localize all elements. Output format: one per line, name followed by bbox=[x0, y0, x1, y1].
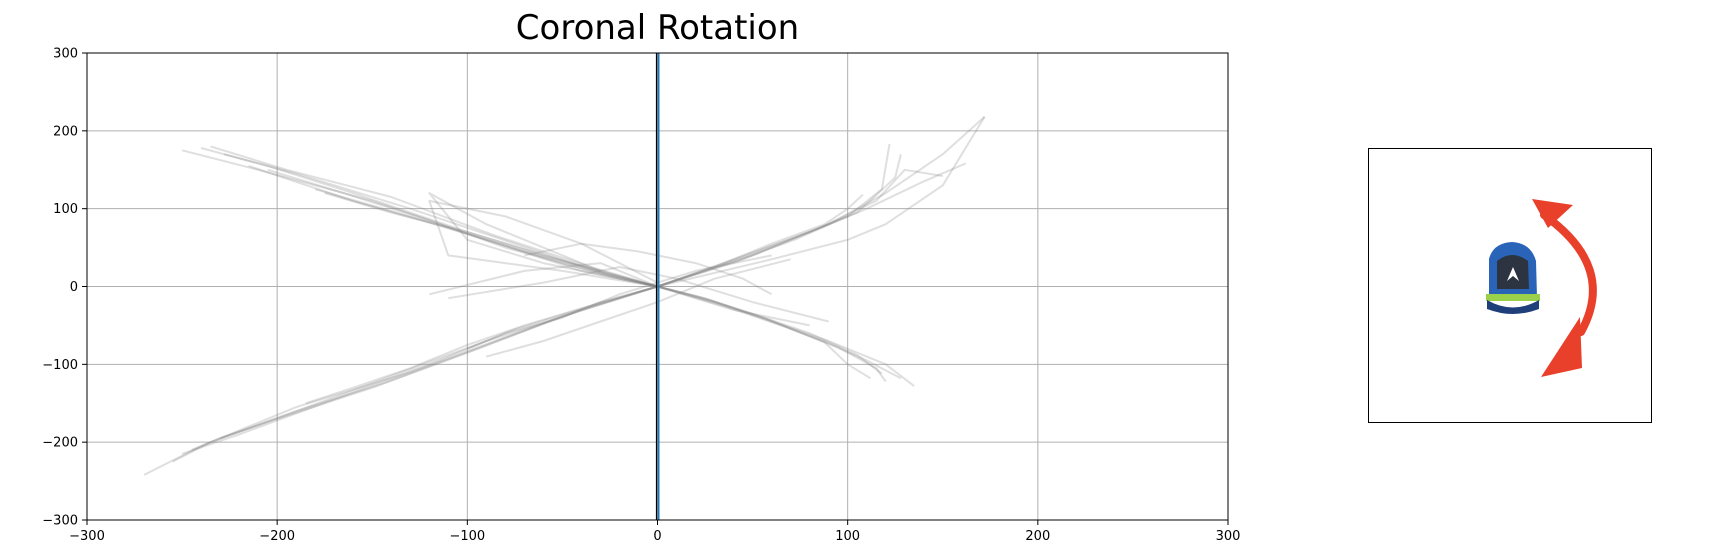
y-tick-label: 0 bbox=[70, 280, 78, 295]
trace-line bbox=[305, 285, 658, 405]
rotation-arrow-head-top bbox=[1532, 199, 1573, 228]
trace-line bbox=[657, 285, 915, 387]
shoe-heel-image bbox=[1486, 242, 1540, 314]
trace-line bbox=[181, 149, 658, 288]
trace-line bbox=[657, 193, 864, 288]
trace-line bbox=[448, 266, 829, 323]
rotation-arrow-icon bbox=[1532, 199, 1597, 377]
x-tick-label: 0 bbox=[653, 529, 661, 544]
trace-line bbox=[466, 254, 772, 350]
trace-line bbox=[429, 262, 810, 327]
chart-title: Coronal Rotation bbox=[515, 8, 800, 48]
trace-line bbox=[428, 192, 658, 288]
y-tick-label: 300 bbox=[53, 47, 78, 62]
rotation-arrow-head-bottom bbox=[1541, 317, 1582, 377]
plot-area: −300 −200 −100 0 100 200 300 −300 −200 −100 0 100 2… bbox=[42, 47, 1240, 545]
traces bbox=[143, 116, 986, 476]
trace-line bbox=[200, 147, 658, 288]
reference-line bbox=[655, 53, 660, 520]
x-tick-label: −300 bbox=[69, 529, 105, 544]
shoe-outsole bbox=[1487, 300, 1539, 314]
trace-line bbox=[314, 188, 658, 288]
trace-line bbox=[486, 258, 791, 358]
x-tick-label: −100 bbox=[449, 529, 485, 544]
trace-line bbox=[267, 168, 658, 288]
y-tick-label: 200 bbox=[53, 124, 78, 139]
trace-line bbox=[524, 242, 773, 296]
y-tick-label: −200 bbox=[42, 436, 78, 451]
shoe-midsole bbox=[1486, 294, 1540, 301]
trace-line bbox=[657, 116, 986, 288]
trace-line bbox=[143, 285, 658, 476]
x-tick-label: 100 bbox=[835, 529, 860, 544]
trace-line bbox=[657, 285, 883, 375]
trace-line bbox=[223, 153, 658, 288]
trace-line bbox=[248, 164, 658, 288]
trace-line bbox=[657, 162, 966, 288]
y-axis: −300 −200 −100 0 100 200 300 bbox=[42, 47, 87, 529]
trace-line bbox=[210, 145, 658, 288]
trace-line bbox=[657, 285, 887, 383]
trace-line bbox=[657, 168, 943, 288]
trace-line bbox=[219, 285, 658, 440]
trace-line bbox=[657, 285, 872, 380]
trace-line bbox=[657, 285, 902, 380]
shoe-logo bbox=[1507, 267, 1519, 281]
trace-line bbox=[657, 116, 986, 288]
trace-line bbox=[657, 153, 902, 288]
trace-line bbox=[428, 199, 658, 288]
y-tick-label: 100 bbox=[53, 202, 78, 217]
x-tick-label: 200 bbox=[1025, 529, 1050, 544]
trace-line bbox=[181, 285, 658, 455]
trace-line bbox=[657, 143, 891, 288]
y-tick-label: −300 bbox=[42, 514, 78, 529]
inset-panel bbox=[1368, 148, 1652, 423]
x-tick-label: −200 bbox=[259, 529, 295, 544]
trace-line bbox=[324, 192, 658, 288]
x-axis: −300 −200 −100 0 100 200 300 bbox=[69, 520, 1240, 544]
x-tick-label: 300 bbox=[1216, 529, 1241, 544]
y-tick-label: −100 bbox=[42, 358, 78, 373]
trace-line bbox=[191, 285, 658, 451]
rotation-arrow-arc bbox=[1540, 211, 1597, 336]
trace-line bbox=[172, 285, 658, 463]
